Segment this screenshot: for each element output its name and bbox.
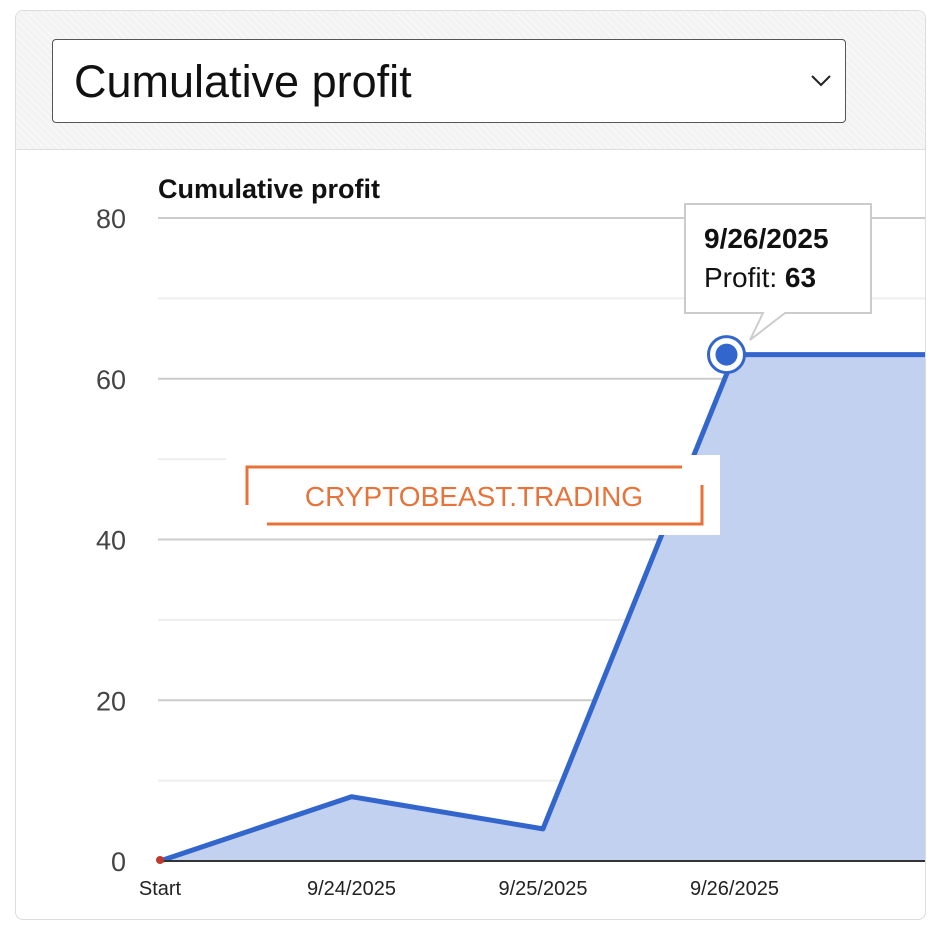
x-tick-label: 9/25/2025 [499,878,588,900]
x-tick-label: Start [139,878,182,900]
y-tick-label: 80 [96,204,126,234]
y-tick-label: 60 [96,365,126,395]
x-tick-label: 9/24/2025 [307,878,396,900]
chevron-down-icon [811,75,831,87]
tooltip-label: Profit: [704,262,785,293]
tooltip-value-row: Profit: 63 [704,262,816,293]
tooltip-date: 9/26/2025 [704,223,829,254]
y-tick-label: 40 [96,526,126,556]
watermark-text: CRYPTOBEAST.TRADING [305,481,643,512]
profit-area-fill [160,354,925,861]
metric-select-value: Cumulative profit [74,56,412,107]
highlighted-point[interactable] [715,343,738,366]
x-tick-label: 9/26/2025 [690,878,779,900]
tooltip: 9/26/2025 Profit: 63 [684,203,872,341]
tooltip-value: 63 [785,262,816,293]
profit-line [159,352,925,864]
chart-header: Cumulative profit [16,11,925,150]
chart-title: Cumulative profit [158,174,380,204]
metric-select[interactable]: Cumulative profit [52,39,846,123]
start-marker [156,856,164,864]
y-tick-label: 0 [111,847,126,877]
y-tick-label: 20 [96,686,126,716]
watermark: CRYPTOBEAST.TRADING [226,455,720,535]
